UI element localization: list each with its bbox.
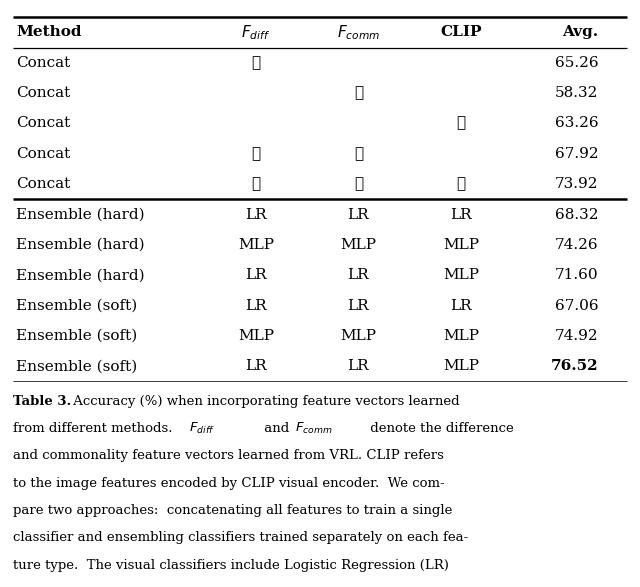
Text: to the image features encoded by CLIP visual encoder.  We com-: to the image features encoded by CLIP vi… [13, 477, 444, 490]
Text: MLP: MLP [340, 238, 376, 252]
Text: 63.26: 63.26 [555, 116, 598, 130]
Text: 67.92: 67.92 [555, 147, 598, 161]
Text: and: and [260, 422, 294, 435]
Text: ture type.  The visual classifiers include Logistic Regression (LR): ture type. The visual classifiers includ… [13, 559, 449, 572]
Text: ✓: ✓ [456, 177, 465, 191]
Text: Ensemble (soft): Ensemble (soft) [16, 329, 137, 343]
Text: Concat: Concat [16, 147, 70, 161]
Text: $F_{comm}$: $F_{comm}$ [296, 421, 333, 436]
Text: ✓: ✓ [354, 177, 363, 191]
Text: classifier and ensembling classifiers trained separately on each fea-: classifier and ensembling classifiers tr… [13, 531, 468, 544]
Text: Concat: Concat [16, 116, 70, 130]
Text: 68.32: 68.32 [555, 208, 598, 221]
Text: Avg.: Avg. [563, 25, 598, 39]
Text: $F_{diff}$: $F_{diff}$ [241, 23, 271, 42]
Text: ✓: ✓ [354, 86, 363, 100]
Text: LR: LR [348, 208, 369, 221]
Text: ✓: ✓ [252, 56, 260, 70]
Text: MLP: MLP [238, 238, 274, 252]
Text: LR: LR [348, 359, 369, 373]
Text: LR: LR [245, 268, 267, 282]
Text: 67.06: 67.06 [555, 299, 598, 313]
Text: ✓: ✓ [354, 147, 363, 161]
Text: denote the difference: denote the difference [366, 422, 514, 435]
Text: Ensemble (hard): Ensemble (hard) [16, 208, 145, 221]
Text: Concat: Concat [16, 86, 70, 100]
Text: Ensemble (soft): Ensemble (soft) [16, 299, 137, 313]
Text: LR: LR [245, 359, 267, 373]
Text: Ensemble (hard): Ensemble (hard) [16, 268, 145, 282]
Text: CLIP: CLIP [440, 25, 481, 39]
Text: Ensemble (hard): Ensemble (hard) [16, 238, 145, 252]
Text: ✓: ✓ [252, 177, 260, 191]
Text: Method: Method [16, 25, 81, 39]
Text: LR: LR [348, 299, 369, 313]
Text: and commonality feature vectors learned from VRL. CLIP refers: and commonality feature vectors learned … [13, 449, 444, 463]
Text: MLP: MLP [443, 268, 479, 282]
Text: from different methods.: from different methods. [13, 422, 181, 435]
Text: MLP: MLP [443, 329, 479, 343]
Text: 73.92: 73.92 [555, 177, 598, 191]
Text: 58.32: 58.32 [555, 86, 598, 100]
Text: Ensemble (soft): Ensemble (soft) [16, 359, 137, 373]
Text: 74.26: 74.26 [555, 238, 598, 252]
Text: 76.52: 76.52 [551, 359, 598, 373]
Text: Concat: Concat [16, 56, 70, 70]
Text: LR: LR [348, 268, 369, 282]
Text: LR: LR [450, 208, 472, 221]
Text: Accuracy (%) when incorporating feature vectors learned: Accuracy (%) when incorporating feature … [69, 394, 460, 407]
Text: LR: LR [245, 299, 267, 313]
Text: 74.92: 74.92 [555, 329, 598, 343]
Text: $F_{diff}$: $F_{diff}$ [189, 421, 215, 436]
Text: Concat: Concat [16, 177, 70, 191]
Text: 65.26: 65.26 [555, 56, 598, 70]
Text: 71.60: 71.60 [555, 268, 598, 282]
Text: MLP: MLP [443, 238, 479, 252]
Text: $F_{comm}$: $F_{comm}$ [337, 23, 380, 42]
Text: MLP: MLP [238, 329, 274, 343]
Text: pare two approaches:  concatenating all features to train a single: pare two approaches: concatenating all f… [13, 504, 452, 517]
Text: MLP: MLP [340, 329, 376, 343]
Text: ✓: ✓ [456, 116, 465, 130]
Text: MLP: MLP [443, 359, 479, 373]
Text: LR: LR [245, 208, 267, 221]
Text: ✓: ✓ [252, 147, 260, 161]
Text: LR: LR [450, 299, 472, 313]
Text: Table 3.: Table 3. [13, 394, 71, 407]
